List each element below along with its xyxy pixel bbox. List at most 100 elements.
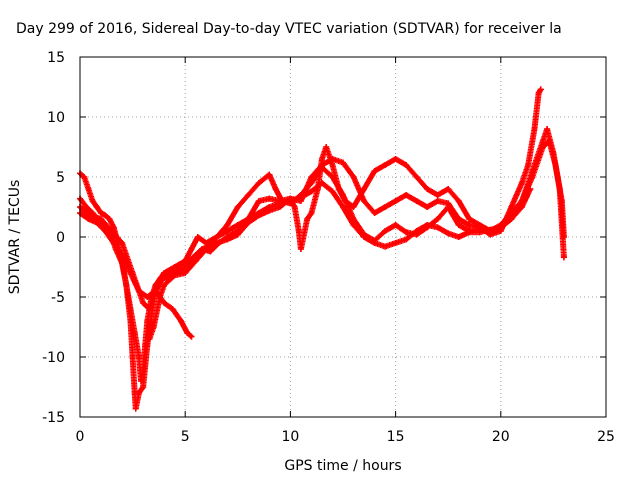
series-markers bbox=[77, 86, 544, 312]
data-point bbox=[434, 192, 441, 198]
data-point bbox=[445, 200, 452, 207]
data-point bbox=[93, 219, 100, 226]
data-point bbox=[161, 282, 168, 288]
data-point bbox=[556, 186, 563, 192]
data-point bbox=[169, 306, 176, 312]
data-point bbox=[140, 384, 147, 390]
data-point bbox=[287, 195, 294, 202]
data-point bbox=[392, 198, 399, 204]
data-point bbox=[403, 236, 410, 243]
data-point bbox=[350, 204, 357, 210]
data-point bbox=[266, 207, 273, 214]
data-point bbox=[308, 174, 315, 180]
data-point bbox=[445, 230, 452, 237]
data-point bbox=[350, 174, 357, 180]
data-point bbox=[297, 246, 304, 252]
x-tick-label: 20 bbox=[492, 429, 510, 445]
data-point bbox=[560, 254, 567, 261]
data-point bbox=[329, 188, 336, 195]
series-track-d bbox=[77, 210, 195, 340]
data-point bbox=[127, 318, 134, 324]
data-point bbox=[342, 198, 349, 204]
y-tick-label: -10 bbox=[42, 350, 65, 366]
y-axis-label: SDTVAR / TECUs bbox=[7, 180, 23, 295]
data-point bbox=[234, 222, 241, 228]
data-point bbox=[466, 229, 473, 236]
data-point bbox=[413, 198, 420, 204]
data-point bbox=[508, 216, 515, 222]
data-point bbox=[152, 282, 159, 288]
data-point bbox=[98, 216, 105, 222]
data-point bbox=[518, 180, 525, 186]
data-point bbox=[129, 354, 136, 360]
x-axis-label: GPS time / hours bbox=[284, 458, 401, 474]
plot-frame bbox=[79, 56, 607, 418]
data-point bbox=[361, 234, 368, 240]
data-point bbox=[110, 240, 117, 246]
data-point bbox=[544, 126, 551, 132]
data-point bbox=[424, 186, 431, 192]
data-point bbox=[135, 390, 142, 396]
data-point bbox=[255, 180, 262, 186]
data-point bbox=[102, 228, 109, 234]
data-point bbox=[308, 188, 315, 195]
data-point bbox=[184, 330, 191, 336]
data-point bbox=[93, 204, 100, 210]
data-point bbox=[371, 240, 378, 246]
data-point bbox=[382, 243, 389, 250]
x-tick-label: 10 bbox=[281, 429, 299, 445]
data-point bbox=[119, 240, 126, 246]
data-point bbox=[255, 212, 262, 219]
data-point bbox=[361, 186, 368, 192]
data-point bbox=[350, 222, 357, 228]
tick-layer: 0 5 10 15 20 25 -15 -10 -5 0 5 10 15 bbox=[42, 50, 615, 445]
data-point bbox=[110, 224, 117, 231]
data-point bbox=[135, 288, 142, 294]
data-point bbox=[392, 240, 399, 246]
data-point bbox=[177, 318, 184, 324]
data-point bbox=[213, 234, 220, 240]
data-point bbox=[497, 224, 504, 231]
data-point bbox=[108, 228, 115, 234]
data-point bbox=[318, 156, 325, 162]
data-point bbox=[123, 282, 130, 288]
series-track-e bbox=[146, 144, 534, 342]
data-point bbox=[146, 336, 153, 342]
y-tick-label: 15 bbox=[47, 50, 65, 66]
data-point bbox=[434, 216, 441, 222]
data-point bbox=[188, 246, 195, 252]
data-point bbox=[382, 204, 389, 210]
data-point bbox=[89, 198, 96, 204]
data-point bbox=[87, 212, 94, 219]
data-point bbox=[392, 222, 399, 228]
data-point bbox=[144, 342, 151, 348]
data-point bbox=[308, 210, 315, 216]
x-tick-label: 0 bbox=[76, 429, 85, 445]
y-tick-label: 10 bbox=[47, 110, 65, 126]
data-point bbox=[194, 234, 201, 240]
data-point bbox=[455, 216, 462, 222]
data-point bbox=[434, 198, 441, 204]
x-tick-label: 25 bbox=[597, 429, 615, 445]
data-point bbox=[329, 162, 336, 168]
data-point bbox=[529, 168, 536, 174]
data-point bbox=[135, 354, 142, 360]
data-point bbox=[152, 288, 159, 294]
data-point bbox=[304, 216, 311, 222]
data-point bbox=[102, 212, 109, 219]
x-tick-label: 15 bbox=[387, 429, 405, 445]
data-point bbox=[213, 240, 220, 246]
data-point bbox=[403, 162, 410, 168]
grid-layer bbox=[80, 57, 606, 417]
data-point bbox=[276, 198, 283, 204]
y-tick-label: -15 bbox=[42, 410, 65, 426]
data-point bbox=[291, 204, 298, 210]
data-point bbox=[203, 246, 210, 252]
y-tick-label: 0 bbox=[56, 230, 65, 246]
data-point bbox=[539, 138, 546, 144]
data-point bbox=[518, 204, 525, 210]
data-point bbox=[161, 300, 168, 306]
data-point bbox=[146, 306, 153, 312]
data-point bbox=[106, 216, 113, 222]
data-point bbox=[361, 198, 368, 204]
